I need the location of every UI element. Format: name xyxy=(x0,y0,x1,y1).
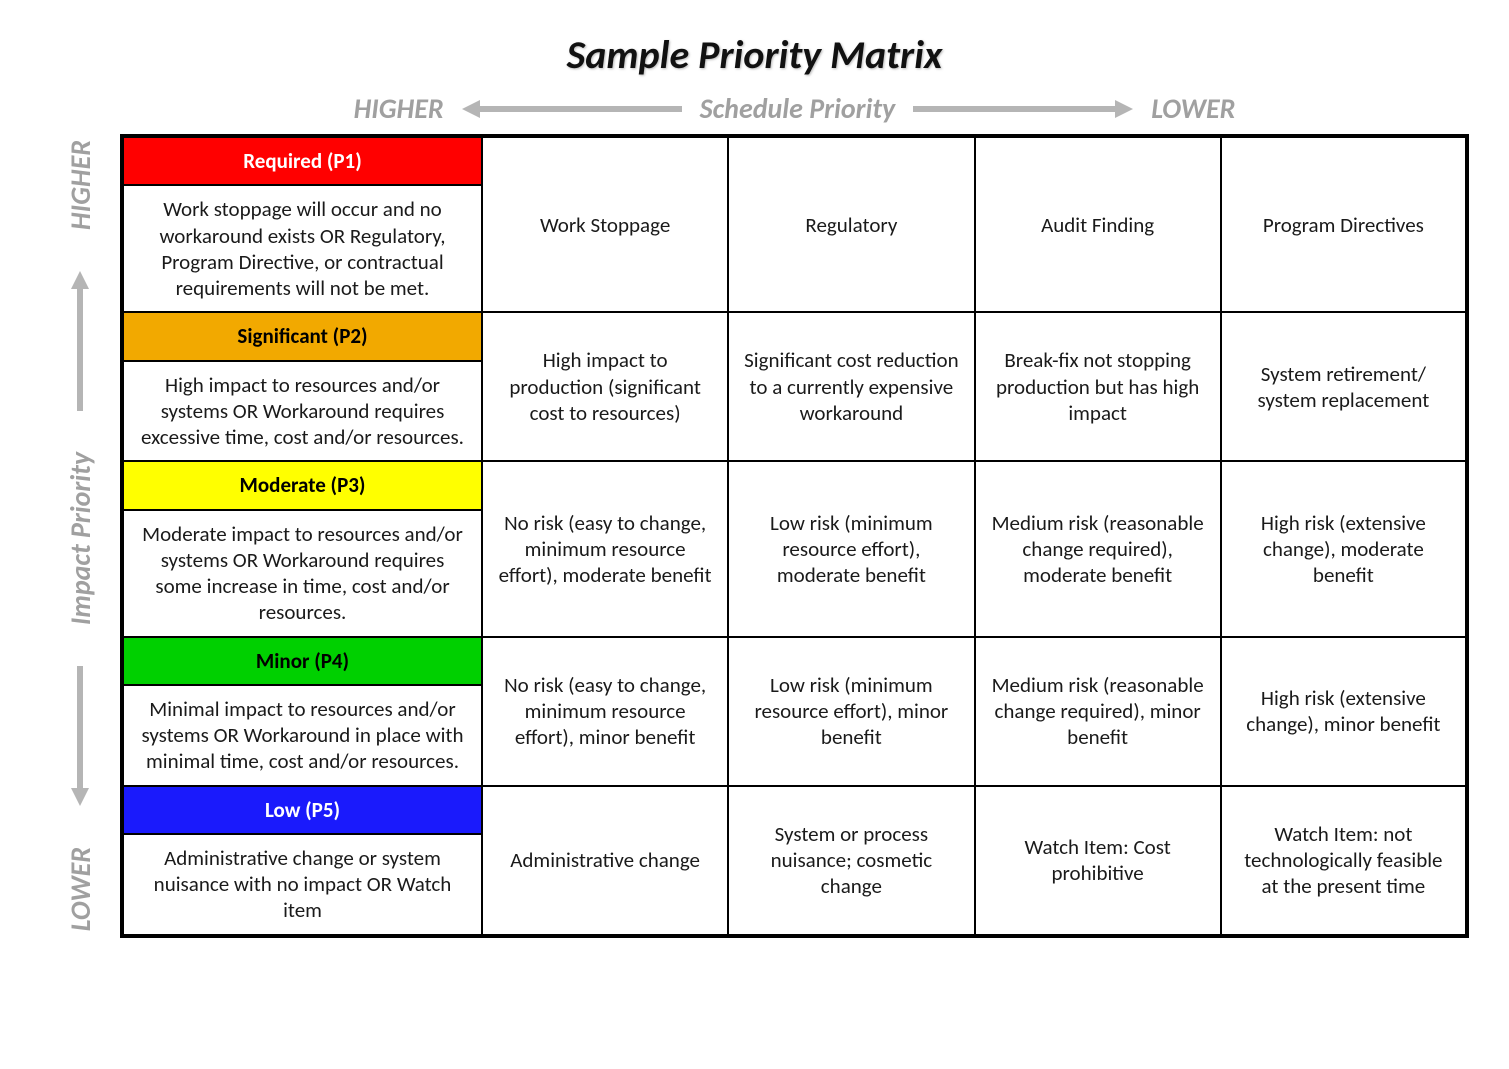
matrix-cell: System or process nuisance; cosmetic cha… xyxy=(728,786,974,936)
arrow-down-icon xyxy=(71,666,89,806)
matrix-cell: Medium risk (reasonable change required)… xyxy=(975,461,1221,636)
priority-description: Administrative change or system nuisance… xyxy=(122,834,482,936)
matrix-cell: High risk (extensive change), moderate b… xyxy=(1221,461,1467,636)
priority-header: Moderate (P3) xyxy=(122,461,482,509)
matrix-cell: No risk (easy to change, minimum resourc… xyxy=(482,461,728,636)
arrow-up-icon xyxy=(71,271,89,411)
matrix-cell: Watch Item: Cost prohibitive xyxy=(975,786,1221,936)
matrix-cell: Medium risk (reasonable change required)… xyxy=(975,637,1221,786)
priority-header: Low (P5) xyxy=(122,786,482,834)
priority-description: Moderate impact to resources and/or syst… xyxy=(122,510,482,637)
priority-header: Required (P1) xyxy=(122,136,482,185)
matrix-cell: Significant cost reduction to a currentl… xyxy=(728,312,974,461)
horizontal-axis: HIGHER Schedule Priority LOWER xyxy=(120,91,1469,126)
priority-matrix-table: Required (P1)Work StoppageRegulatoryAudi… xyxy=(120,134,1469,938)
matrix-cell: Regulatory xyxy=(728,136,974,312)
matrix-cell: Watch Item: not technologically feasible… xyxy=(1221,786,1467,936)
matrix-cell: Low risk (minimum resource effort), mino… xyxy=(728,637,974,786)
priority-header: Minor (P4) xyxy=(122,637,482,685)
priority-description: Work stoppage will occur and no workarou… xyxy=(122,185,482,312)
matrix-cell: Program Directives xyxy=(1221,136,1467,312)
matrix-cell: High impact to production (significant c… xyxy=(482,312,728,461)
matrix-cell: High risk (extensive change), minor bene… xyxy=(1221,637,1467,786)
matrix-cell: Administrative change xyxy=(482,786,728,936)
arrow-right-icon xyxy=(913,100,1133,118)
matrix-cell: System retirement/ system replacement xyxy=(1221,312,1467,461)
v-axis-label: Impact Priority xyxy=(63,452,98,625)
h-axis-left-end: HIGHER xyxy=(354,91,444,126)
matrix-cell: Audit Finding xyxy=(975,136,1221,312)
matrix-cell: Low risk (minimum resource effort), mode… xyxy=(728,461,974,636)
vertical-axis: HIGHER Impact Priority LOWER xyxy=(40,134,120,938)
page-title: Sample Priority Matrix xyxy=(40,30,1469,79)
v-axis-top-end: HIGHER xyxy=(63,140,98,230)
matrix-cell: No risk (easy to change, minimum resourc… xyxy=(482,637,728,786)
matrix-cell: Break-fix not stopping production but ha… xyxy=(975,312,1221,461)
matrix-cell: Work Stoppage xyxy=(482,136,728,312)
h-axis-label: Schedule Priority xyxy=(700,91,896,126)
arrow-left-icon xyxy=(462,100,682,118)
h-axis-right-end: LOWER xyxy=(1151,91,1235,126)
priority-description: High impact to resources and/or systems … xyxy=(122,361,482,462)
v-axis-bottom-end: LOWER xyxy=(63,847,98,931)
priority-description: Minimal impact to resources and/or syste… xyxy=(122,685,482,786)
priority-header: Significant (P2) xyxy=(122,312,482,360)
